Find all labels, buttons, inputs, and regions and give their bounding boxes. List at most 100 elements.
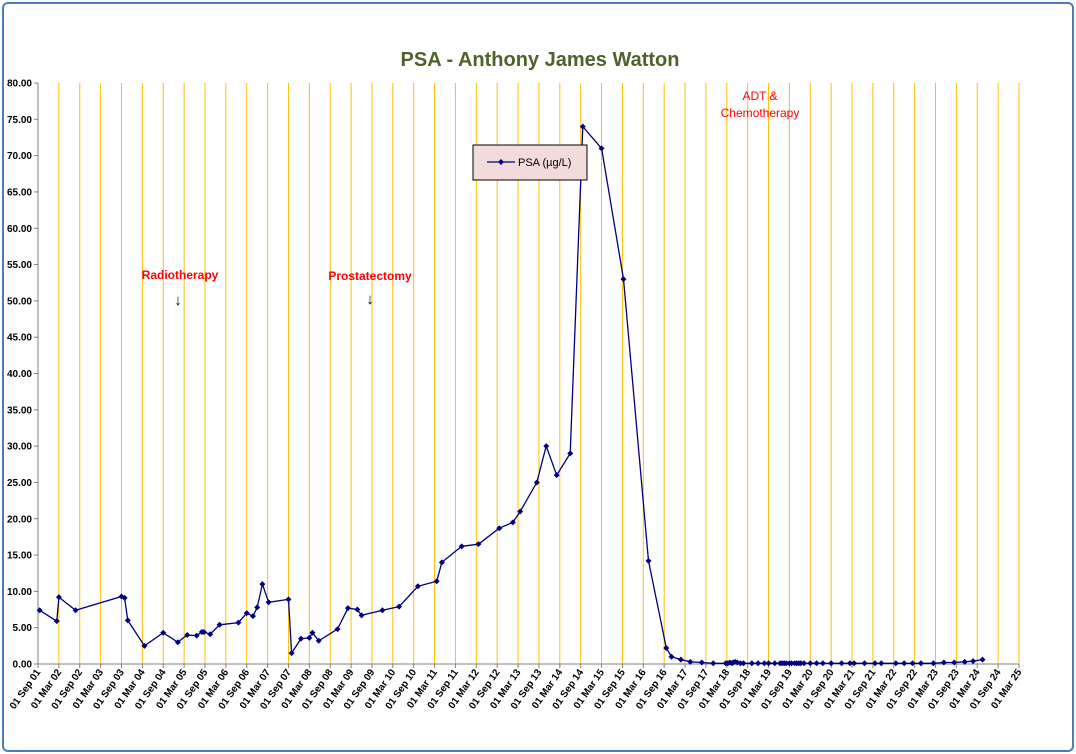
data-point xyxy=(160,629,167,636)
data-point xyxy=(970,658,977,665)
data-point xyxy=(740,660,747,667)
data-point xyxy=(235,619,242,626)
data-point xyxy=(797,660,804,667)
data-point xyxy=(846,660,853,667)
chart-title: PSA - Anthony James Watton xyxy=(401,49,680,71)
data-point xyxy=(930,660,937,667)
annotation-adt-line2: Chemotherapy xyxy=(721,106,800,120)
legend-label: PSA (µg/L) xyxy=(518,157,571,169)
data-point xyxy=(871,660,878,667)
data-point xyxy=(951,659,958,666)
data-point xyxy=(438,559,445,566)
data-point xyxy=(755,660,762,667)
data-point xyxy=(813,660,820,667)
data-point xyxy=(53,618,60,625)
y-tick-label: 10.00 xyxy=(7,587,32,598)
data-point xyxy=(878,660,885,667)
y-tick-label: 35.00 xyxy=(7,405,32,416)
data-point xyxy=(961,658,968,665)
data-point xyxy=(710,660,717,667)
annotation-adt-line1: ADT & xyxy=(742,89,777,103)
data-point xyxy=(200,629,207,636)
data-point xyxy=(216,621,223,628)
data-point xyxy=(851,660,858,667)
data-point xyxy=(771,660,778,667)
y-tick-labels: 0.00 5.00 10.00 15.00 20.00 25.00 30.00 35.00 40… xyxy=(7,79,32,671)
y-tick-label: 15.00 xyxy=(7,551,32,562)
data-point xyxy=(433,578,440,585)
data-point xyxy=(354,606,361,613)
data-point xyxy=(620,276,627,283)
data-point xyxy=(509,519,516,526)
data-point xyxy=(979,656,986,663)
data-point xyxy=(783,660,790,667)
data-point xyxy=(801,660,808,667)
data-point xyxy=(517,508,524,515)
data-point xyxy=(553,472,560,479)
data-point xyxy=(297,635,304,642)
data-point xyxy=(496,525,503,532)
data-point xyxy=(475,541,482,548)
y-tick-label: 5.00 xyxy=(13,623,33,634)
series-line xyxy=(39,124,983,665)
y-tick-label: 50.00 xyxy=(7,296,32,307)
series-group xyxy=(36,123,986,667)
data-point xyxy=(892,660,899,667)
data-point xyxy=(259,581,266,588)
annotation-prostatectomy: Prostatectomy xyxy=(328,269,412,283)
data-point xyxy=(543,443,550,450)
y-tick-label: 65.00 xyxy=(7,187,32,198)
data-point xyxy=(121,594,128,601)
data-point xyxy=(598,145,605,152)
annotation-prostatectomy-arrow: ↓ xyxy=(366,291,374,308)
data-point xyxy=(687,658,694,665)
data-point xyxy=(243,610,250,617)
data-point xyxy=(184,631,191,638)
data-point xyxy=(265,599,272,606)
data-point xyxy=(828,660,835,667)
data-point xyxy=(207,631,214,638)
data-point xyxy=(663,645,670,652)
data-point xyxy=(334,626,341,633)
data-point xyxy=(668,653,675,660)
y-tick-label: 0.00 xyxy=(13,660,33,671)
data-point xyxy=(306,634,313,641)
data-point xyxy=(917,660,924,667)
data-point xyxy=(677,656,684,663)
y-tick-label: 55.00 xyxy=(7,260,32,271)
data-point xyxy=(458,543,465,550)
data-point xyxy=(285,596,292,603)
data-point xyxy=(254,604,261,611)
y-tick-label: 45.00 xyxy=(7,333,32,344)
legend: PSA (µg/L) xyxy=(472,144,588,181)
data-point xyxy=(344,605,351,612)
y-tick-label: 70.00 xyxy=(7,151,32,162)
data-point xyxy=(737,660,744,667)
y-tick-label: 30.00 xyxy=(7,442,32,453)
y-tick-label: 40.00 xyxy=(7,369,32,380)
y-tick-label: 20.00 xyxy=(7,514,32,525)
data-point xyxy=(315,637,322,644)
data-point xyxy=(698,659,705,666)
data-point xyxy=(174,639,181,646)
annotation-radiotherapy: Radiotherapy xyxy=(142,268,219,282)
y-tick-label: 80.00 xyxy=(7,79,32,90)
data-point xyxy=(765,660,772,667)
data-point xyxy=(379,607,386,614)
data-point xyxy=(414,583,421,590)
data-point xyxy=(861,660,868,667)
data-point xyxy=(909,660,916,667)
data-point xyxy=(55,594,62,601)
data-point xyxy=(788,660,795,667)
data-point xyxy=(72,607,79,614)
data-point xyxy=(249,613,256,620)
legend-swatch-marker xyxy=(498,159,504,165)
y-tick-label: 25.00 xyxy=(7,478,32,489)
data-point xyxy=(396,603,403,610)
data-point xyxy=(807,660,814,667)
data-point xyxy=(141,642,148,649)
data-point xyxy=(761,660,768,667)
